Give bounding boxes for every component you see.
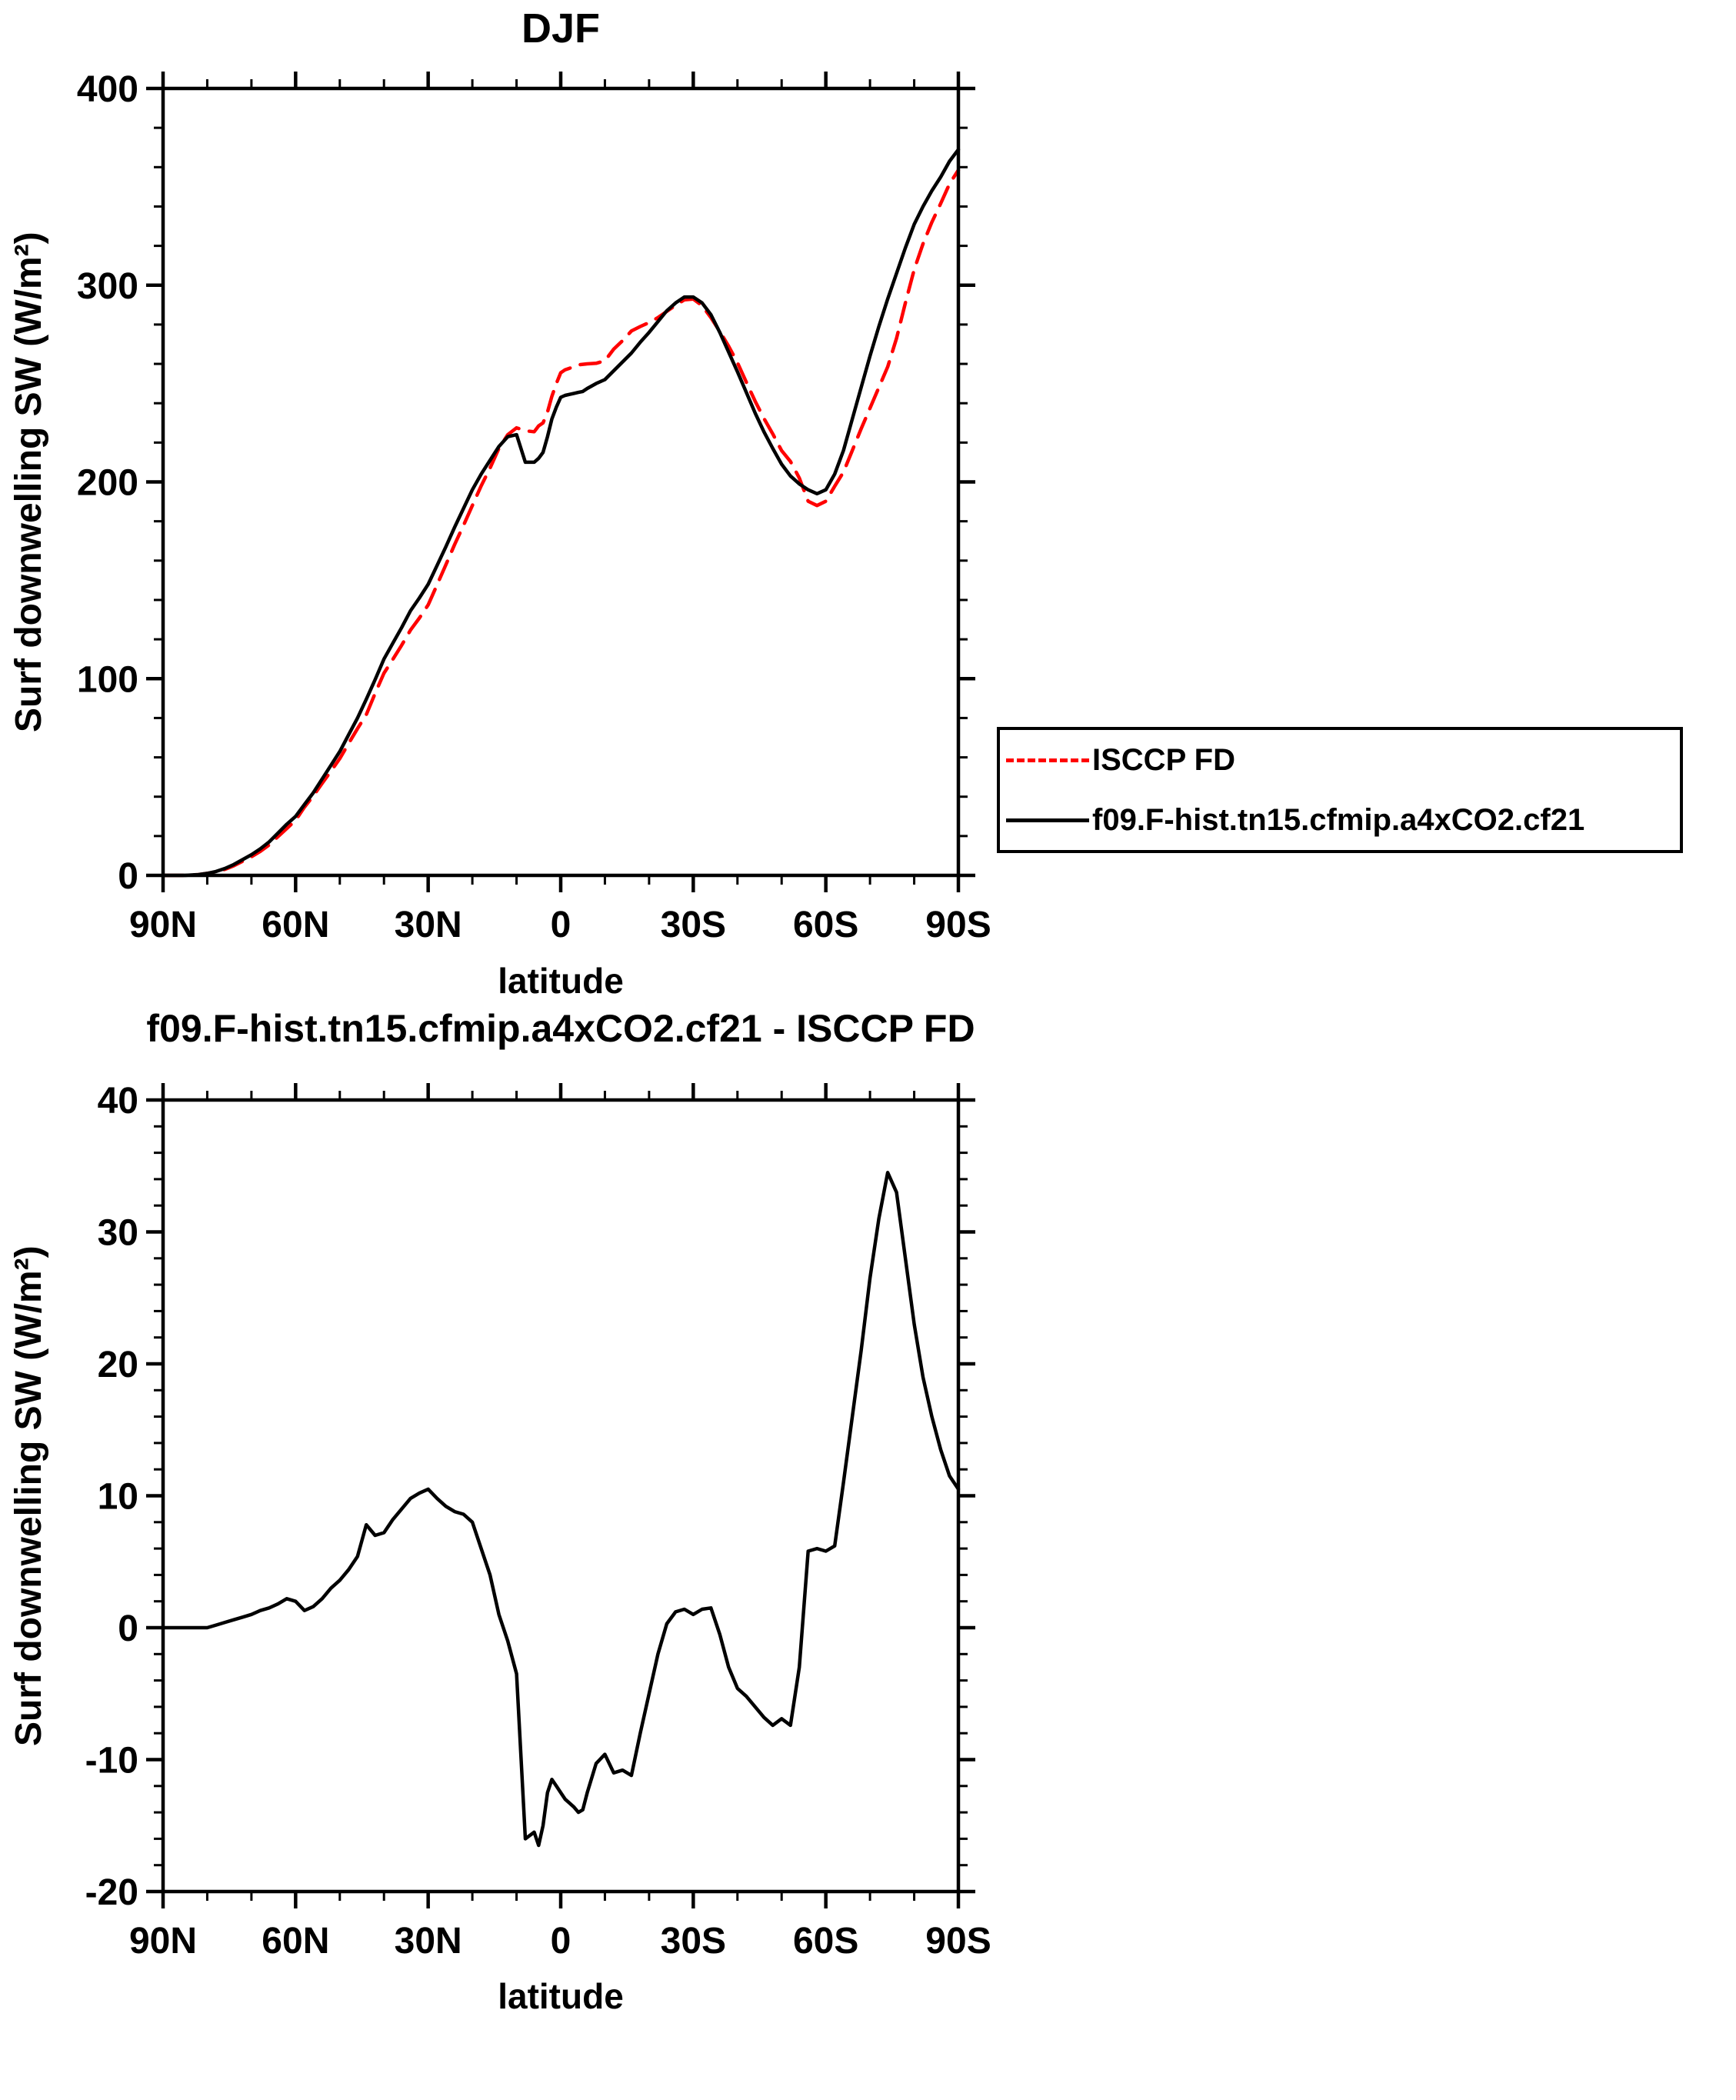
svg-text:60S: 60S <box>793 1921 858 1962</box>
chart1-title: DJF <box>521 5 600 52</box>
svg-text:90N: 90N <box>129 1921 197 1962</box>
legend-label-isccp: ISCCP FD <box>1092 742 1235 777</box>
svg-text:20: 20 <box>98 1345 138 1385</box>
svg-text:0: 0 <box>551 905 571 945</box>
svg-text:10: 10 <box>98 1477 138 1518</box>
chart2-y-axis-label: Surf downwelling SW (W/m²) <box>8 1245 49 1746</box>
solid-line-icon <box>1006 818 1089 822</box>
chart1-y-axis-label: Surf downwelling SW (W/m²) <box>8 232 49 732</box>
chart2-x-axis-label: latitude <box>498 1976 624 2016</box>
svg-text:60S: 60S <box>793 905 858 945</box>
svg-text:200: 200 <box>77 463 138 504</box>
svg-text:100: 100 <box>77 659 138 700</box>
svg-text:90S: 90S <box>925 1921 991 1962</box>
svg-text:30S: 30S <box>661 905 726 945</box>
svg-text:300: 300 <box>77 266 138 307</box>
legend-label-model: f09.F-hist.tn15.cfmip.a4xCO2.cf21 <box>1092 802 1585 837</box>
svg-text:400: 400 <box>77 69 138 110</box>
svg-text:60N: 60N <box>262 905 329 945</box>
svg-text:30N: 30N <box>395 905 462 945</box>
svg-text:60N: 60N <box>262 1921 329 1962</box>
svg-text:30N: 30N <box>395 1921 462 1962</box>
svg-text:30S: 30S <box>661 1921 726 1962</box>
chart1-x-axis-label: latitude <box>498 961 624 1001</box>
svg-text:30: 30 <box>98 1213 138 1254</box>
legend-item-isccp: ISCCP FD <box>1000 730 1680 790</box>
svg-text:-10: -10 <box>85 1741 138 1782</box>
svg-text:90S: 90S <box>925 905 991 945</box>
svg-text:0: 0 <box>551 1921 571 1962</box>
svg-text:0: 0 <box>118 856 138 897</box>
svg-text:90N: 90N <box>129 905 197 945</box>
svg-text:0: 0 <box>118 1608 138 1649</box>
chart1-legend: ISCCP FD f09.F-hist.tn15.cfmip.a4xCO2.cf… <box>997 727 1683 853</box>
chart2-title: f09.F-hist.tn15.cfmip.a4xCO2.cf21 - ISCC… <box>146 1007 975 1050</box>
legend-item-model: f09.F-hist.tn15.cfmip.a4xCO2.cf21 <box>1000 790 1680 850</box>
dashed-line-icon <box>1006 758 1089 762</box>
svg-text:40: 40 <box>98 1081 138 1122</box>
svg-text:-20: -20 <box>85 1872 138 1913</box>
